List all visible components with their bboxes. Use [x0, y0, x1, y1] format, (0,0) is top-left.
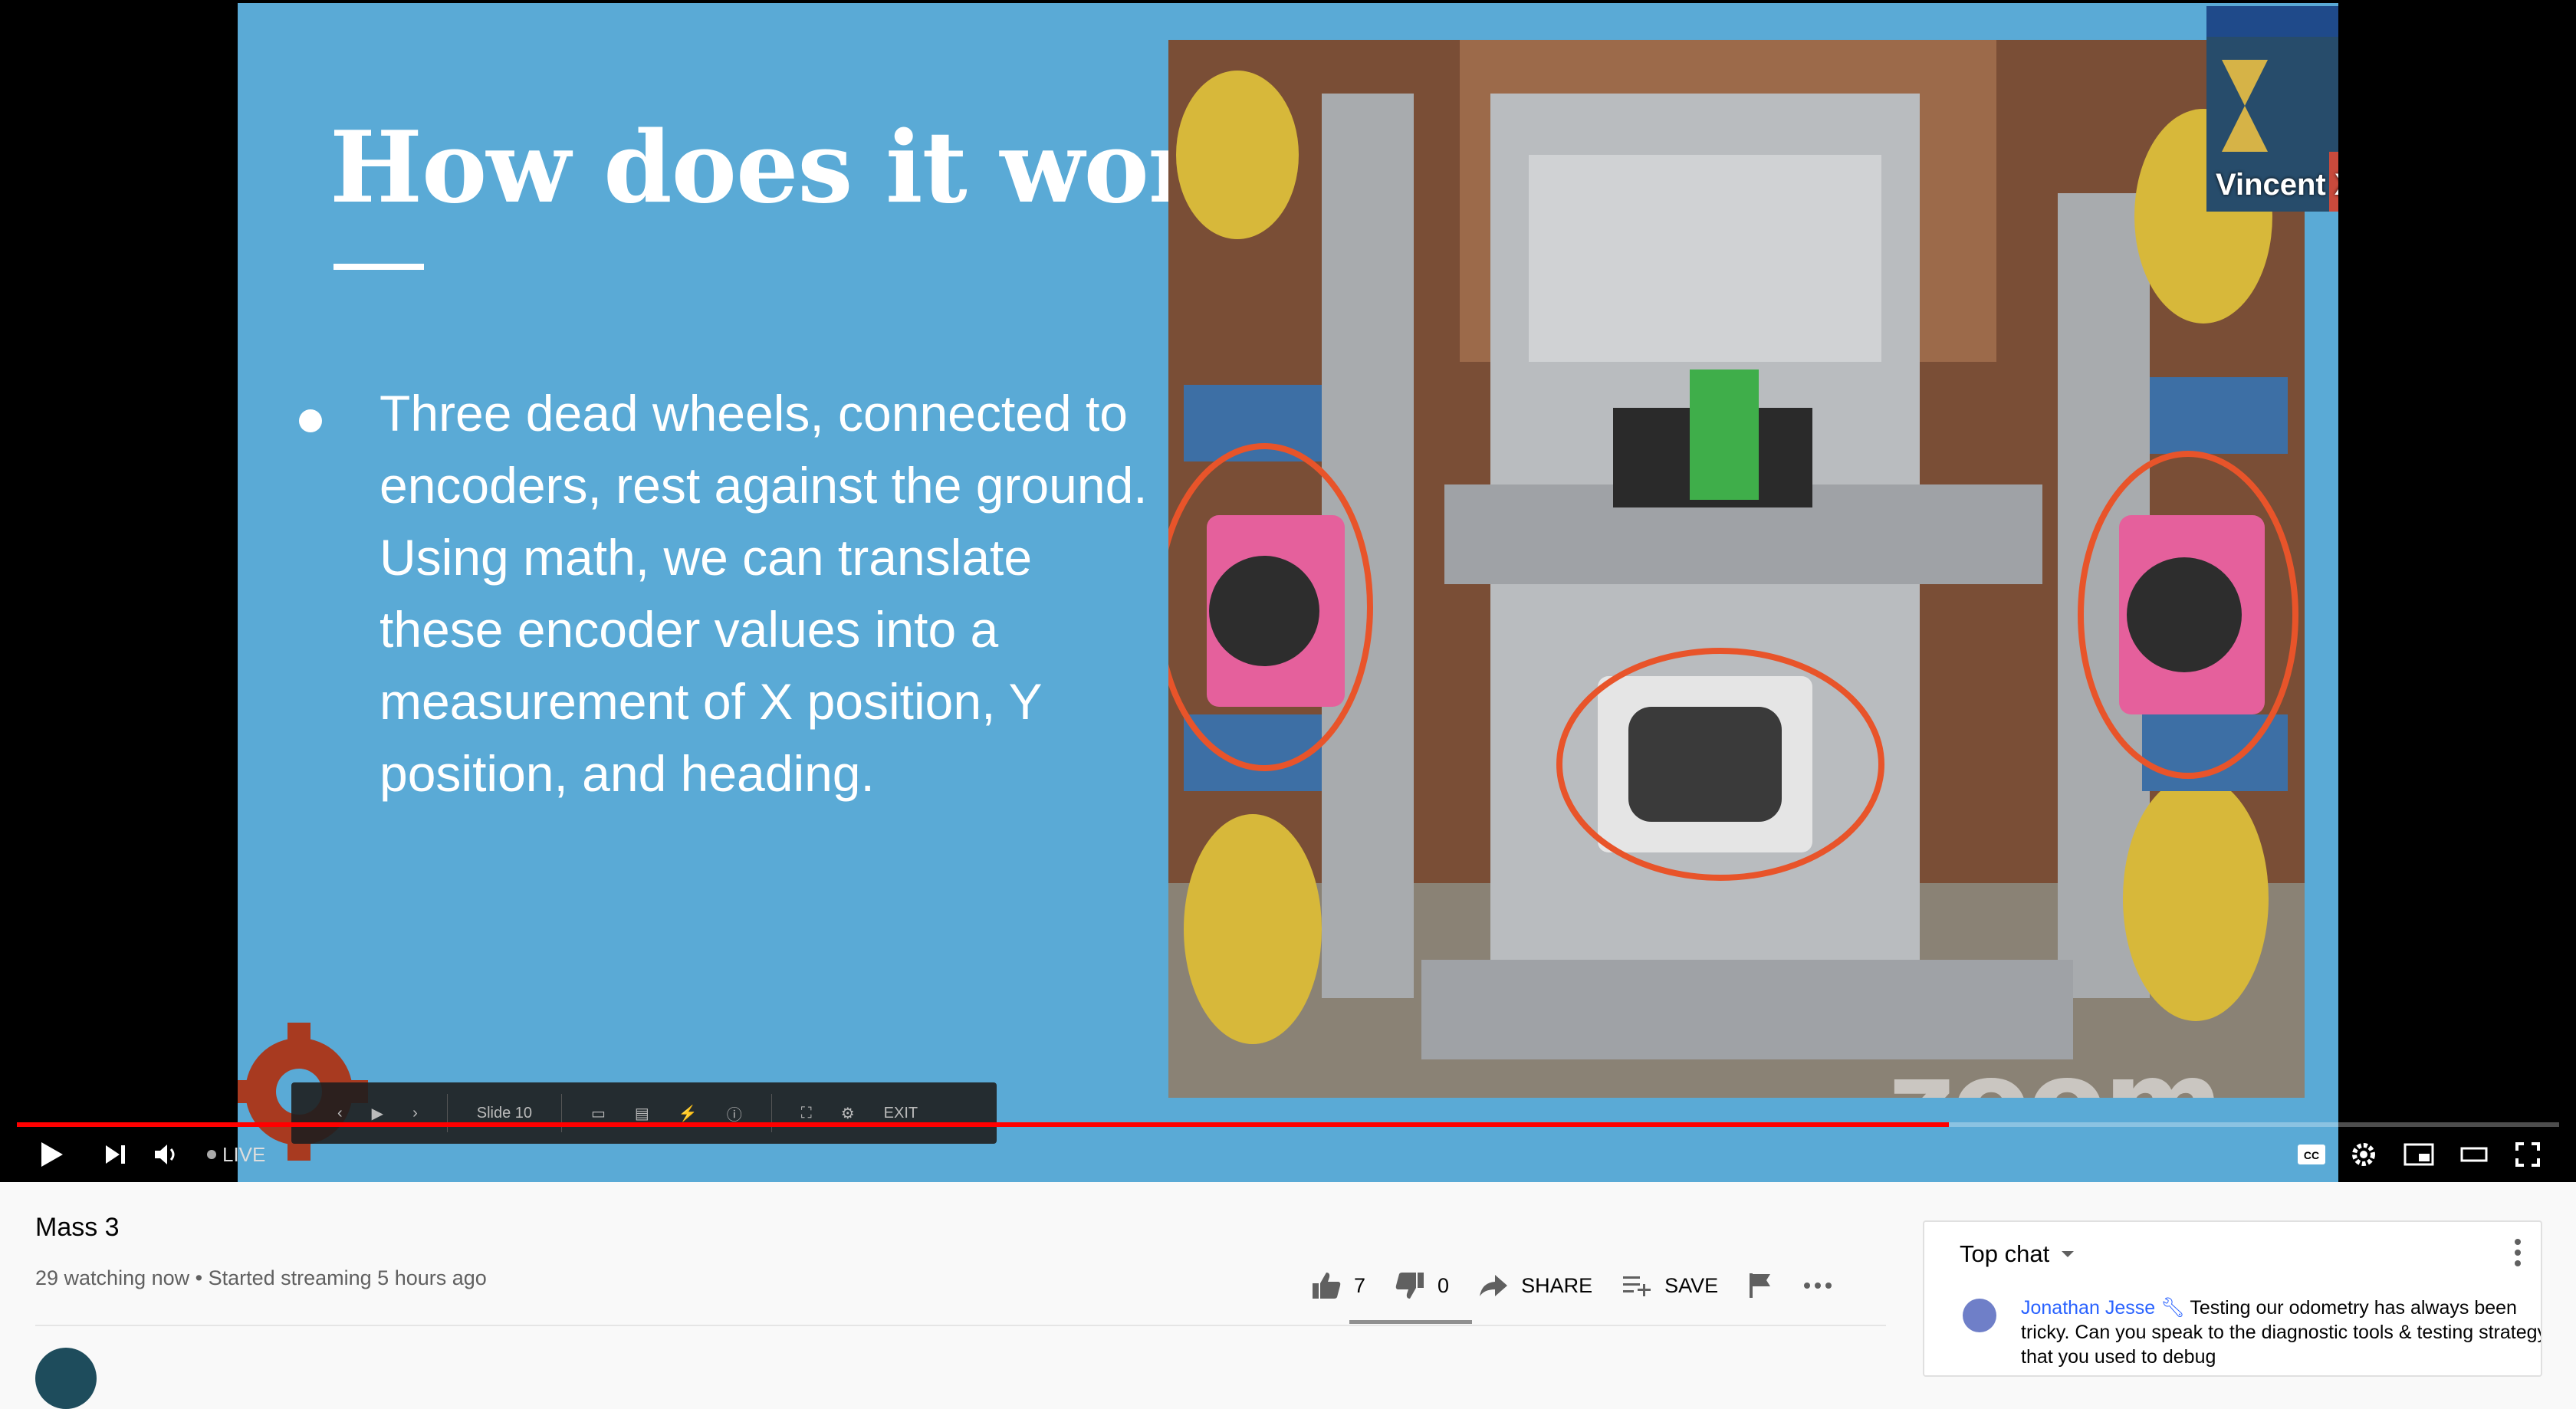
info-divider [35, 1325, 1886, 1326]
presenter-toolbar: ‹ ▶ › Slide 10 ▭ ▤ ⚡ ⓘ ⛶ ⚙ EXIT [291, 1082, 997, 1144]
slide-title: How does it work? [330, 110, 1324, 225]
theater-mode-button[interactable] [2455, 1127, 2493, 1182]
more-horizontal-icon [1804, 1283, 1832, 1289]
svg-text:CC: CC [2304, 1149, 2319, 1161]
chat-author-avatar[interactable] [1963, 1299, 1996, 1332]
zoom-watermark: zoom [1888, 1036, 2223, 1098]
wrench-icon: 🔧︎ [2160, 1297, 2185, 1319]
play-button[interactable] [31, 1127, 74, 1182]
participant-video: Vincent Xiao [2206, 6, 2338, 212]
video-player[interactable]: How does it work? Three dead wheels, con… [0, 0, 2576, 1182]
toolbar-divider [561, 1094, 563, 1132]
participant-thumbnail [2206, 6, 2338, 212]
thumbs-up-icon [1313, 1273, 1341, 1299]
skip-next-icon [106, 1145, 125, 1164]
settings-button[interactable] [2344, 1127, 2383, 1182]
share-icon [1480, 1275, 1508, 1296]
chat-mode-select[interactable]: Top chat [1960, 1240, 2075, 1268]
notes-icon[interactable]: ▤ [634, 1105, 649, 1122]
play-slide-icon[interactable]: ▶ [371, 1105, 384, 1122]
fullscreen-exit-icon[interactable]: ⛶ [800, 1104, 812, 1122]
caret-down-icon [2062, 1251, 2075, 1257]
slide-number-select[interactable]: Slide 10 [476, 1104, 533, 1122]
next-slide-icon[interactable]: › [412, 1104, 418, 1122]
chat-author-name[interactable]: Jonathan Jesse [2021, 1297, 2156, 1319]
like-button[interactable]: 7 [1311, 1271, 1365, 1300]
more-vertical-icon [2515, 1239, 2521, 1266]
video-info-area: Mass 3 29 watching now • Started streami… [0, 1182, 2576, 1409]
save-label: SAVE [1664, 1273, 1719, 1297]
toolbar-divider [446, 1094, 448, 1132]
settings-icon[interactable]: ⚙ [840, 1105, 855, 1122]
chat-message: Jonathan Jesse 🔧︎ Testing our odometry h… [2021, 1296, 2541, 1369]
exit-slideshow-button[interactable]: EXIT [883, 1104, 918, 1122]
miniplayer-icon [2404, 1143, 2434, 1166]
miniplayer-button[interactable] [2400, 1127, 2438, 1182]
share-button[interactable]: SHARE [1478, 1273, 1592, 1298]
captions-button[interactable]: CC [2292, 1127, 2331, 1182]
dislike-button[interactable]: 0 [1395, 1271, 1449, 1300]
comment-icon[interactable]: ▭ [591, 1105, 606, 1122]
share-label: SHARE [1521, 1273, 1593, 1297]
video-title: Mass 3 [35, 1213, 120, 1242]
next-button[interactable] [94, 1127, 136, 1182]
chat-menu-button[interactable] [2513, 1237, 2522, 1272]
gear-icon [2352, 1143, 2375, 1166]
pointer-icon[interactable]: ⚡ [678, 1105, 698, 1122]
more-actions-button[interactable] [1802, 1281, 1833, 1290]
bullet-dot [299, 409, 322, 432]
theater-icon [2460, 1147, 2488, 1162]
robot-illustration [1168, 40, 2305, 1098]
info-icon[interactable]: ⓘ [726, 1106, 742, 1124]
volume-icon [155, 1145, 175, 1164]
live-badge[interactable]: LIVE [207, 1141, 265, 1168]
save-button[interactable]: SAVE [1622, 1273, 1718, 1298]
view-meta: 29 watching now • Started streaming 5 ho… [35, 1266, 487, 1289]
play-icon [41, 1142, 63, 1167]
progress-fill [17, 1122, 1950, 1127]
player-controls: LIVE CC [0, 1127, 2576, 1182]
live-label: LIVE [222, 1142, 266, 1166]
like-count: 7 [1354, 1273, 1366, 1297]
fullscreen-icon [2515, 1142, 2540, 1167]
thumbs-down-icon [1395, 1273, 1424, 1299]
title-underline [334, 264, 424, 270]
channel-avatar[interactable] [35, 1348, 97, 1409]
live-dot [207, 1150, 216, 1159]
action-bar: 7 0 SHARE SAVE [1311, 1266, 1862, 1305]
live-chat-panel: Top chat Jonathan Jesse 🔧︎ Testing our o… [1923, 1220, 2542, 1377]
flag-icon [1750, 1273, 1771, 1298]
toolbar-divider [770, 1094, 772, 1132]
playlist-add-icon [1623, 1276, 1651, 1296]
report-button[interactable] [1747, 1272, 1773, 1299]
chat-header-label: Top chat [1960, 1240, 2050, 1267]
prev-slide-icon[interactable]: ‹ [337, 1104, 343, 1122]
slide-bullet-text: Three dead wheels, connected to encoders… [380, 385, 1148, 802]
fullscreen-button[interactable] [2509, 1127, 2547, 1182]
participant-name: Vincent Xiao [2216, 168, 2338, 202]
mute-button[interactable] [146, 1127, 189, 1182]
cc-icon: CC [2298, 1145, 2325, 1164]
robot-photo: zoom [1168, 40, 2305, 1098]
dislike-count: 0 [1438, 1273, 1450, 1297]
like-dislike-ratio-bar [1349, 1320, 1472, 1324]
presentation-slide: How does it work? Three dead wheels, con… [238, 3, 2338, 1182]
